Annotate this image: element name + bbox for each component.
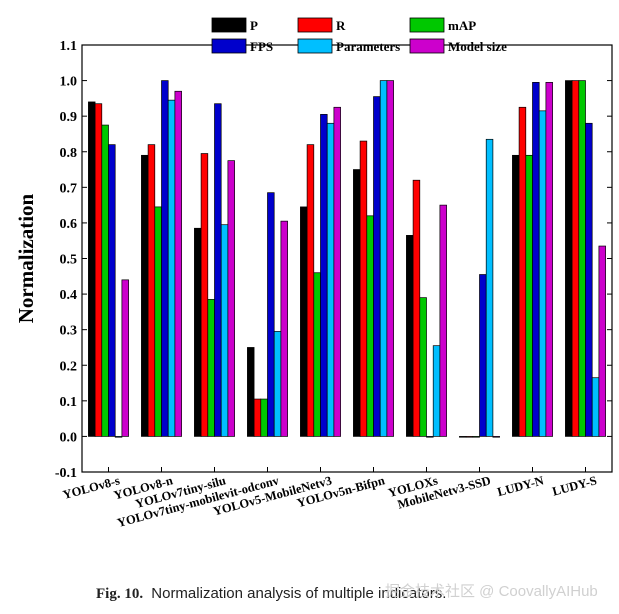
legend-swatch-model-size <box>409 38 445 54</box>
bar-p <box>194 227 202 437</box>
bar-model-size <box>121 279 129 437</box>
bar-fps <box>161 80 169 437</box>
y-tick-label: 0.3 <box>60 324 78 339</box>
figure-caption-text: Normalization analysis of multiple indic… <box>151 585 447 602</box>
bar-fps <box>108 144 116 437</box>
figure-number: Fig. 10. <box>96 586 144 602</box>
y-tick-label: 0.7 <box>60 181 78 196</box>
bar-fps <box>214 103 222 437</box>
y-tick-label: 0.6 <box>60 217 78 232</box>
bar-map <box>472 436 480 438</box>
bar-parameters <box>432 345 441 437</box>
bar-model-size <box>386 80 394 437</box>
bar-p <box>141 154 149 437</box>
y-axis-label: Normalization <box>14 193 38 323</box>
bar-parameters <box>273 331 282 437</box>
y-tick-label: 1.1 <box>60 39 78 54</box>
bar-map <box>525 154 533 437</box>
bar-r <box>571 80 580 437</box>
bar-model-size <box>174 90 182 437</box>
bar-p <box>247 347 255 437</box>
bar-parameters <box>538 110 547 437</box>
figure-caption: Fig. 10. Normalization analysis of multi… <box>96 585 446 603</box>
y-tick-label: 0.9 <box>60 110 78 125</box>
x-tick-label: LUDY-S <box>551 473 599 498</box>
bar-fps <box>267 192 275 437</box>
bar-map <box>101 124 109 437</box>
bar-p <box>459 436 467 438</box>
bar-p <box>300 206 308 437</box>
bar-p <box>353 169 361 437</box>
bar-model-size <box>492 436 500 438</box>
legend-label: Model size <box>448 39 507 54</box>
bar-r <box>94 103 103 437</box>
bar-parameters <box>326 122 335 437</box>
bar-parameters <box>220 224 229 437</box>
bar-r <box>465 436 474 438</box>
bar-fps <box>373 96 381 437</box>
bar-map <box>313 272 321 437</box>
bar-parameters <box>114 436 123 438</box>
bar-parameters <box>167 99 176 437</box>
bar-p <box>565 80 573 437</box>
y-tick-label: 0.1 <box>60 395 78 410</box>
y-tick-label: 1.0 <box>60 75 78 90</box>
legend-swatch-fps <box>211 38 247 54</box>
bar-r <box>518 106 527 437</box>
bar-fps <box>585 122 593 437</box>
bar-model-size <box>227 160 235 437</box>
legend-swatch-parameters <box>297 38 333 54</box>
legend-swatch-p <box>211 17 247 33</box>
bar-map <box>260 398 268 437</box>
legend-swatch-r <box>297 17 333 33</box>
bar-model-size <box>545 82 553 437</box>
bar-fps <box>320 114 328 437</box>
bar-map <box>578 80 586 437</box>
bar-fps <box>532 82 540 437</box>
bar-fps <box>479 274 487 437</box>
y-tick-label: 0.0 <box>60 430 78 445</box>
bar-r <box>412 179 421 437</box>
bar-model-size <box>280 220 288 437</box>
legend-swatch-map <box>409 17 445 33</box>
bar-r <box>253 398 262 437</box>
y-tick-label: 0.4 <box>60 288 78 303</box>
bar-fps <box>426 436 434 438</box>
bar-p <box>88 101 96 437</box>
watermark: 掘金技术社区 @ CoovallyAIHub <box>385 583 598 600</box>
bar-r <box>306 144 315 437</box>
legend-label: mAP <box>448 18 476 33</box>
bar-p <box>406 235 414 437</box>
bar-parameters <box>485 138 494 437</box>
legend-label: P <box>250 18 258 33</box>
y-tick-label: 0.8 <box>60 146 78 161</box>
bar-p <box>512 154 520 437</box>
bar-map <box>154 206 162 437</box>
bar-r <box>359 140 368 437</box>
bar-parameters <box>379 80 388 437</box>
bar-model-size <box>598 245 606 437</box>
bar-model-size <box>333 106 341 437</box>
bar-model-size <box>439 204 447 437</box>
y-tick-label: -0.1 <box>55 466 77 481</box>
y-tick-label: 0.2 <box>60 359 78 374</box>
bar-map <box>366 215 374 437</box>
legend-label: R <box>336 18 346 33</box>
bar-r <box>147 144 156 437</box>
y-tick-label: 0.5 <box>60 253 78 268</box>
bar-map <box>207 299 215 437</box>
bar-parameters <box>591 377 600 437</box>
bar-chart: -0.1 0.0 0.1 0.2 0.3 0.4 0.5 0.6 0.7 0.8 0.9 1.0 1.1… <box>14 17 613 530</box>
x-tick-label: LUDY-N <box>496 473 545 499</box>
legend-label: FPS <box>250 39 273 54</box>
bar-r <box>200 153 209 437</box>
legend-label: Parameters <box>336 39 400 54</box>
bar-map <box>419 297 427 437</box>
